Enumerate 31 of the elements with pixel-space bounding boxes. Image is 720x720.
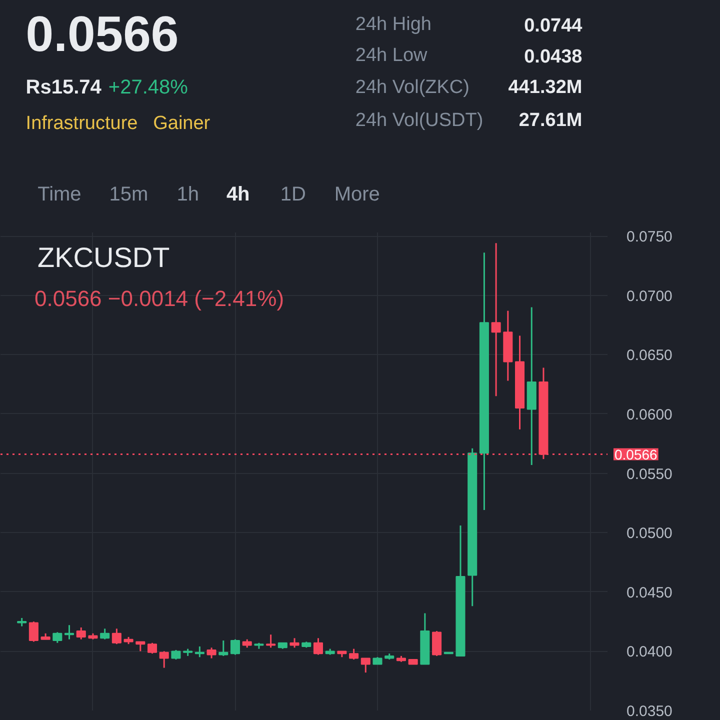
text: 27.61M — [518, 110, 582, 131]
text: 24h Low — [355, 45, 428, 66]
text: More — [334, 184, 380, 206]
text: 0.0566 −0.0014 (−2.41%) — [34, 286, 284, 311]
y-tick-label: 0.0450 — [626, 584, 672, 602]
y-tick-label: 0.0400 — [626, 644, 672, 661]
text: Time — [38, 184, 82, 206]
text: 24h High — [355, 14, 432, 35]
chart-title: ZKCUSDT — [38, 242, 170, 273]
text: +27.48% — [108, 76, 188, 98]
text: Gainer — [153, 113, 211, 134]
text: Infrastructure — [26, 113, 138, 134]
text: 24h Vol(ZKC) — [355, 77, 470, 98]
y-tick-label: 0.0650 — [626, 347, 672, 364]
text: Rs15.74 — [26, 76, 102, 98]
y-tick-label: 0.0600 — [626, 406, 672, 424]
text: 1D — [280, 184, 306, 206]
text: 441.32M — [508, 77, 582, 98]
text: 0.0744 — [524, 16, 583, 36]
text: 15m — [109, 184, 148, 206]
y-tick-label: 0.0550 — [626, 466, 672, 483]
text: 0.0566 — [26, 6, 179, 62]
y-tick-label: 0.0700 — [626, 288, 672, 305]
text: 4h — [226, 184, 250, 206]
text: 24h Vol(USDT) — [355, 110, 484, 131]
ref-line-label: 0.0566 — [614, 446, 658, 462]
text: 0.0438 — [524, 46, 582, 68]
y-tick-label: 0.0350 — [626, 703, 672, 720]
y-tick-label: 0.0750 — [626, 228, 672, 246]
text: 1h — [176, 184, 199, 206]
y-tick-label: 0.0500 — [626, 525, 672, 542]
